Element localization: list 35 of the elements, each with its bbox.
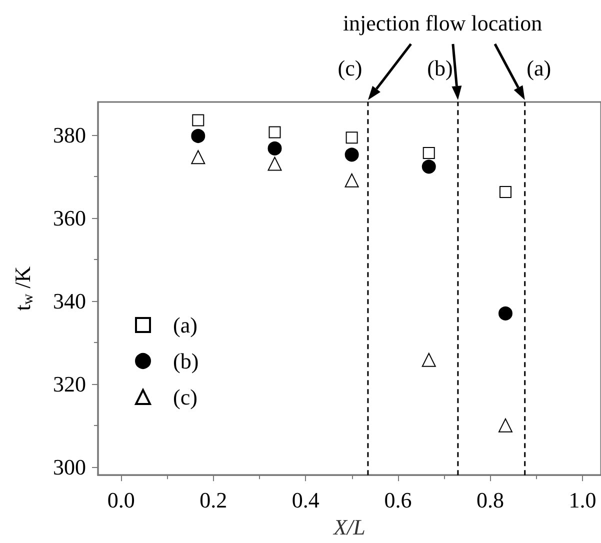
point (346, 132, 358, 144)
point (422, 160, 436, 174)
y-tick-label: 380 (53, 122, 86, 148)
point (191, 150, 206, 164)
legend-label: (b) (173, 348, 199, 374)
y-tick-label: 340 (53, 288, 86, 314)
x-tick-label: 0.8 (476, 488, 504, 513)
point (191, 128, 206, 143)
y-tick-label: 300 (53, 454, 86, 480)
ref-line-label: (b) (427, 56, 453, 80)
y-tick-label: 360 (53, 206, 86, 231)
y-tick-label: 320 (53, 371, 86, 396)
x-axis-title: X/L (332, 514, 366, 540)
x-tick-label: 0.2 (200, 488, 228, 513)
legend-label: (a) (173, 312, 198, 338)
point (268, 141, 282, 156)
ref-line-label: (c) (338, 56, 362, 80)
point (192, 114, 204, 126)
point (499, 186, 512, 198)
point (498, 418, 512, 432)
point (344, 148, 359, 162)
legend-label: (c) (173, 384, 198, 410)
point (498, 306, 512, 320)
point (268, 156, 282, 171)
x-tick-label: 1.0 (568, 488, 596, 513)
point (268, 126, 281, 138)
point (422, 146, 435, 159)
point (422, 352, 436, 367)
point (344, 173, 359, 188)
x-tick-label: 0.4 (292, 488, 320, 513)
text: injection flow location (342, 10, 542, 36)
ref-line-label: (a) (526, 56, 552, 80)
x-tick-label: 0.0 (107, 488, 135, 513)
x-tick-label: 0.6 (384, 488, 412, 513)
y-axis-title: tw /K (10, 266, 36, 311)
